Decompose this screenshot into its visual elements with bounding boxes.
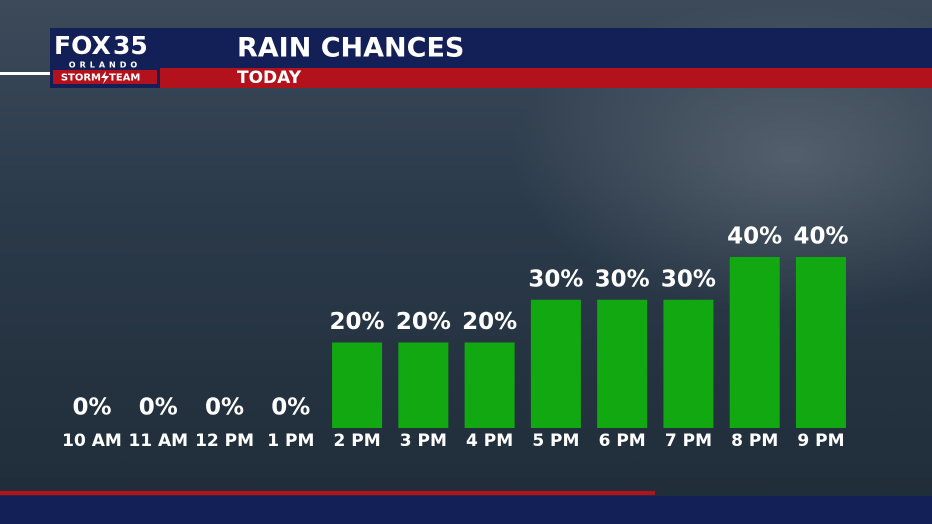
bar	[597, 299, 648, 428]
logo-city: ORLANDO	[69, 61, 141, 70]
bar	[530, 299, 581, 428]
x-tick-label: 4 PM	[466, 431, 513, 451]
x-tick-label: 1 PM	[267, 431, 314, 451]
value-label: 30%	[528, 266, 583, 292]
footer-line	[0, 491, 655, 495]
x-tick-label: 12 PM	[195, 431, 254, 451]
bar	[398, 342, 449, 428]
logo-number: 35	[113, 31, 148, 60]
value-label: 0%	[139, 395, 178, 421]
footer-band	[0, 496, 932, 524]
x-tick-label: 7 PM	[665, 431, 712, 451]
value-label: 40%	[793, 224, 848, 250]
logo-team-left: STORM	[61, 73, 101, 84]
subtitle-band	[160, 68, 932, 88]
logo-line	[0, 72, 50, 75]
bar	[663, 299, 714, 428]
value-label: 20%	[462, 309, 517, 335]
chart-title: RAIN CHANCES	[237, 33, 464, 64]
value-label: 30%	[595, 266, 650, 292]
value-label: 20%	[330, 309, 385, 335]
chart-subtitle: TODAY	[237, 68, 302, 88]
value-label: 30%	[661, 266, 716, 292]
bar	[729, 257, 780, 428]
x-tick-label: 3 PM	[400, 431, 447, 451]
bar	[464, 342, 515, 428]
value-label: 0%	[271, 395, 310, 421]
bar	[332, 342, 383, 428]
logo-team-right: TEAM	[109, 73, 140, 84]
value-label: 0%	[72, 395, 111, 421]
x-tick-label: 2 PM	[334, 431, 381, 451]
value-label: 40%	[727, 224, 782, 250]
x-tick-label: 10 AM	[62, 431, 122, 451]
title-band	[160, 28, 932, 68]
logo-brand: FOX	[54, 31, 111, 60]
value-label: 20%	[396, 309, 451, 335]
x-tick-label: 8 PM	[731, 431, 778, 451]
x-tick-label: 6 PM	[599, 431, 646, 451]
value-label: 0%	[205, 395, 244, 421]
x-tick-label: 9 PM	[797, 431, 844, 451]
logo-bolt	[101, 71, 109, 84]
x-tick-label: 5 PM	[532, 431, 579, 451]
bar	[795, 257, 846, 428]
x-tick-label: 11 AM	[128, 431, 188, 451]
